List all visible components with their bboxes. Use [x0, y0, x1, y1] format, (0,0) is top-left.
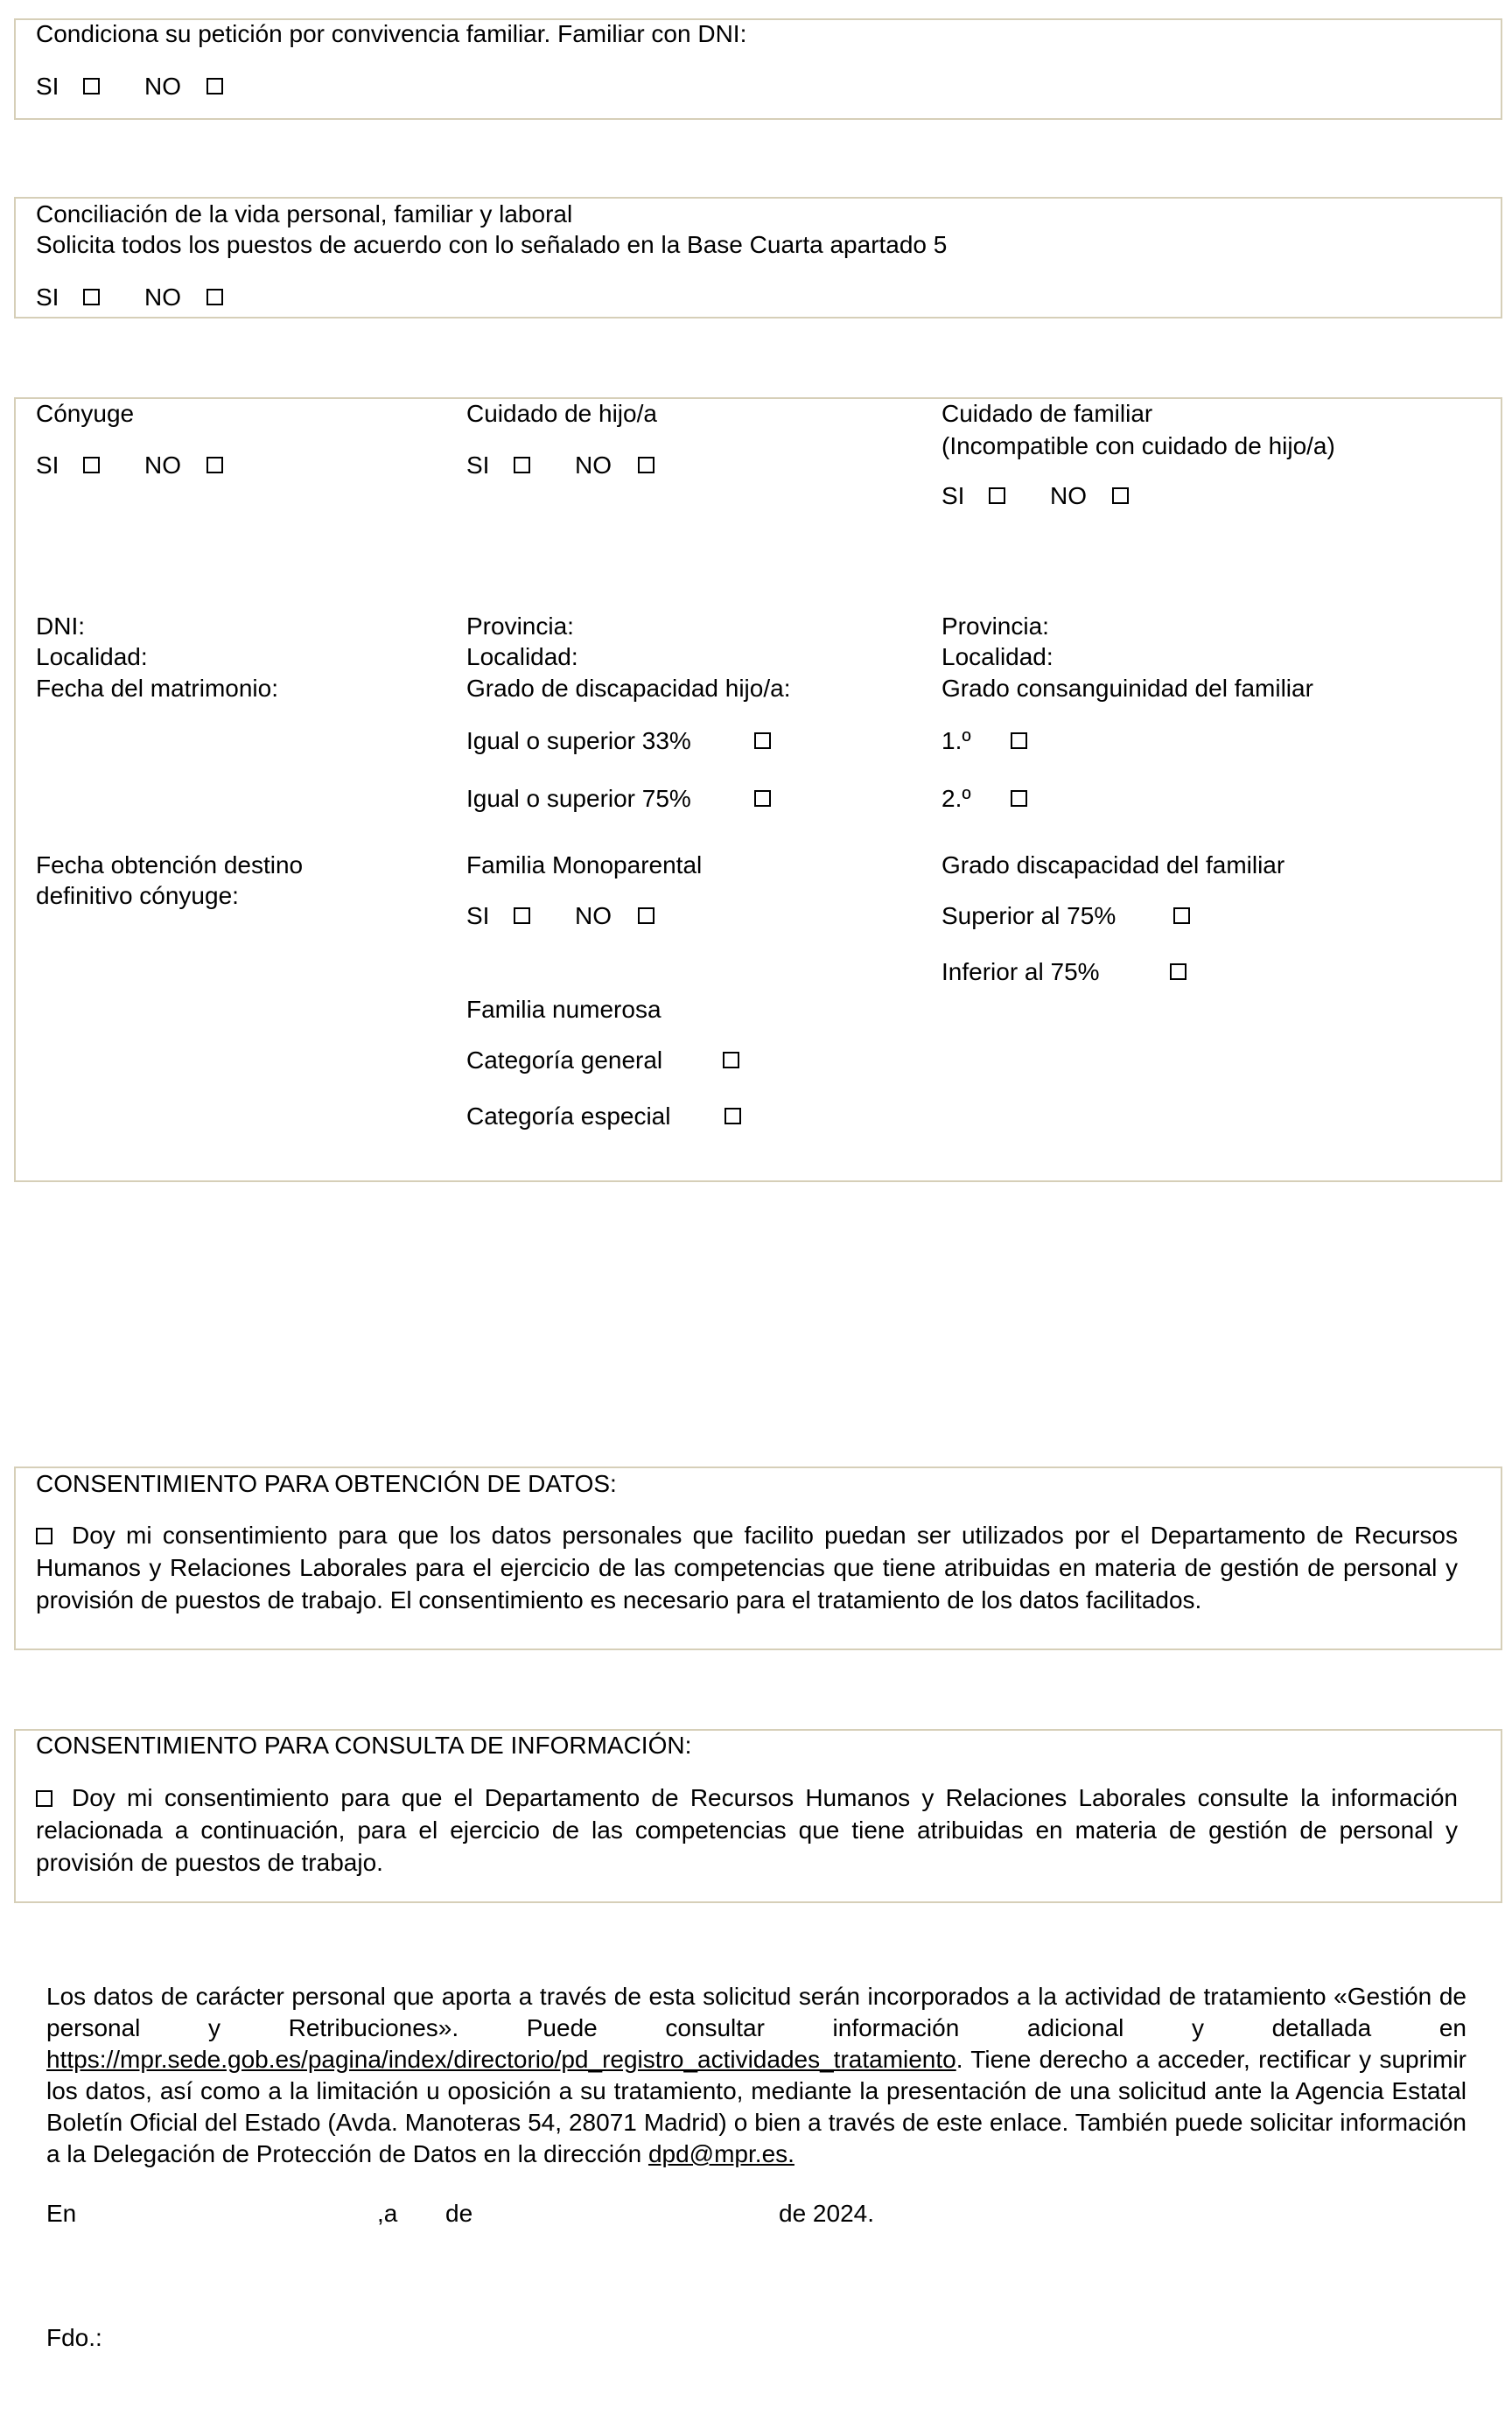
monoparental-label: Familia Monoparental [466, 851, 703, 878]
consent-datos-paragraph: Doy mi consentimiento para que los datos… [36, 1519, 1458, 1616]
igual33-checkbox[interactable] [754, 732, 771, 749]
consent-consulta-section [14, 1729, 1502, 1903]
consent-datos-title: CONSENTIMIENTO PARA OBTENCIÓN DE DATOS: [36, 1470, 617, 1497]
si-label: SI [942, 482, 965, 509]
familiar-discapacidad-label: Grado discapacidad del familiar [942, 851, 1285, 878]
signature-label: Fdo.: [46, 2324, 102, 2351]
convivencia-si-checkbox[interactable] [83, 78, 100, 94]
segundo-checkbox[interactable] [1011, 790, 1027, 807]
family-details-section [14, 397, 1502, 1182]
si-label: SI [36, 73, 60, 100]
convivencia-section [14, 18, 1502, 120]
familiar-localidad-label: Localidad: [942, 643, 1054, 670]
familiar-title: Cuidado de familiar [942, 400, 1153, 427]
si-label: SI [466, 902, 490, 929]
primero-checkbox[interactable] [1011, 732, 1027, 749]
consent-datos-text: Doy mi consentimiento para que los datos… [36, 1522, 1458, 1614]
consent-datos-section [14, 1466, 1502, 1650]
si-label: SI [36, 284, 60, 311]
cat-general-label: Categoría general [466, 1046, 663, 1074]
inferior75-label: Inferior al 75% [942, 958, 1100, 985]
si-label: SI [36, 452, 60, 479]
igual33-label: Igual o superior 33% [466, 727, 691, 754]
convivencia-no-checkbox[interactable] [206, 78, 223, 94]
consent-consulta-text: Doy mi consentimiento para que el Depart… [36, 1784, 1458, 1876]
conciliacion-no-checkbox[interactable] [206, 289, 223, 305]
hijo-title: Cuidado de hijo/a [466, 400, 657, 427]
numerosa-label: Familia numerosa [466, 996, 662, 1023]
conciliacion-subtitle: Solicita todos los puestos de acuerdo co… [36, 231, 948, 258]
conciliacion-si-checkbox[interactable] [83, 289, 100, 305]
no-label: NO [1050, 482, 1087, 509]
conciliacion-section [14, 197, 1502, 318]
inferior75-checkbox[interactable] [1170, 963, 1186, 980]
hijo-localidad-label: Localidad: [466, 643, 578, 670]
si-label: SI [466, 452, 490, 479]
hijo-si-checkbox[interactable] [514, 457, 530, 473]
conciliacion-title: Conciliación de la vida personal, famili… [36, 200, 573, 228]
day-label: ,a [377, 2200, 398, 2227]
cat-especial-checkbox[interactable] [724, 1108, 741, 1124]
no-label: NO [144, 284, 181, 311]
consent-consulta-title: CONSENTIMIENTO PARA CONSULTA DE INFORMAC… [36, 1732, 692, 1759]
month-label: de [445, 2200, 473, 2227]
familiar-no-checkbox[interactable] [1112, 487, 1129, 504]
monoparental-si-checkbox[interactable] [514, 907, 530, 924]
conyuge-no-checkbox[interactable] [206, 457, 223, 473]
fecha-destino-label-2: definitivo cónyuge: [36, 882, 239, 909]
superior75-label: Superior al 75% [942, 902, 1116, 929]
fecha-destino-label: Fecha obtención destino [36, 851, 304, 878]
conyuge-localidad-label: Localidad: [36, 643, 148, 670]
no-label: NO [575, 452, 612, 479]
no-label: NO [575, 902, 612, 929]
convivencia-label: Condiciona su petición por convivencia f… [36, 20, 747, 47]
familiar-provincia-label: Provincia: [942, 612, 1049, 640]
conyuge-dni-label: DNI: [36, 612, 85, 640]
cat-general-checkbox[interactable] [723, 1052, 739, 1068]
igual75-checkbox[interactable] [754, 790, 771, 807]
privacy-text-1: Los datos de carácter personal que aport… [46, 1983, 1466, 2041]
no-label: NO [144, 73, 181, 100]
conyuge-si-checkbox[interactable] [83, 457, 100, 473]
consent-consulta-paragraph: Doy mi consentimiento para que el Depart… [36, 1782, 1458, 1879]
hijo-provincia-label: Provincia: [466, 612, 574, 640]
superior75-checkbox[interactable] [1173, 907, 1190, 924]
conyuge-title: Cónyuge [36, 400, 135, 427]
monoparental-no-checkbox[interactable] [638, 907, 654, 924]
year-label: de 2024. [779, 2200, 874, 2227]
consanguinidad-label: Grado consanguinidad del familiar [942, 675, 1313, 702]
hijo-no-checkbox[interactable] [638, 457, 654, 473]
igual75-label: Igual o superior 75% [466, 785, 691, 812]
no-label: NO [144, 452, 181, 479]
cat-especial-label: Categoría especial [466, 1102, 671, 1130]
consent-datos-checkbox[interactable] [36, 1528, 52, 1544]
familiar-subtitle: (Incompatible con cuidado de hijo/a) [942, 432, 1335, 459]
consent-consulta-checkbox[interactable] [36, 1790, 52, 1807]
familiar-si-checkbox[interactable] [989, 487, 1005, 504]
privacy-text-2: . Tiene derecho a acceder, rectificar y … [46, 2046, 1466, 2167]
place-label: En [46, 2200, 77, 2227]
primero-label: 1.º [942, 727, 971, 754]
fecha-matrimonio-label: Fecha del matrimonio: [36, 675, 279, 702]
hijo-grado-label: Grado de discapacidad hijo/a: [466, 675, 791, 702]
dpd-email-link[interactable]: dpd@mpr.es. [648, 2140, 794, 2167]
privacy-notice: Los datos de carácter personal que aport… [46, 1981, 1466, 2170]
privacy-link[interactable]: https://mpr.sede.gob.es/pagina/index/dir… [46, 2046, 956, 2073]
segundo-label: 2.º [942, 785, 971, 812]
